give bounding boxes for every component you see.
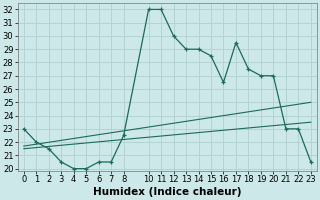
X-axis label: Humidex (Indice chaleur): Humidex (Indice chaleur): [93, 187, 242, 197]
